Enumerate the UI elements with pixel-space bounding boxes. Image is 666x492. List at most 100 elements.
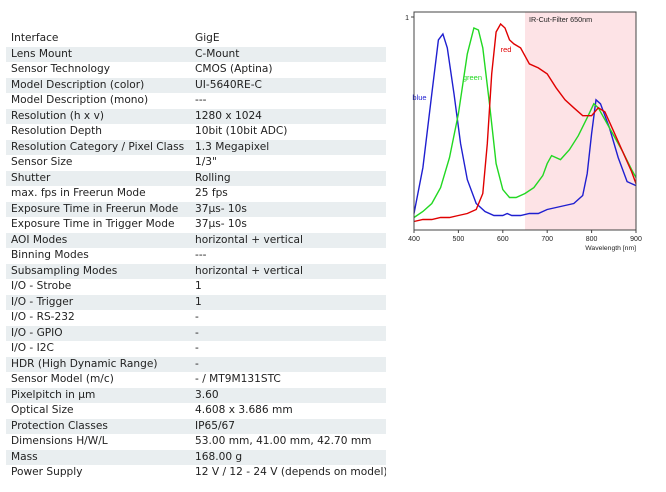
spec-value: - / MT9M131STC — [195, 373, 281, 385]
spec-value: 37μs- 10s — [195, 218, 247, 230]
spec-value: 1/3" — [195, 156, 217, 168]
plot-frame — [413, 11, 637, 231]
spec-value: 10bit (10bit ADC) — [195, 125, 288, 137]
spec-label: Shutter — [11, 171, 51, 184]
spec-label: HDR (High Dynamic Range) — [11, 357, 158, 370]
spec-value: 1280 x 1024 — [195, 109, 262, 122]
ir-cut-filter-label: IR-Cut-Filter 650nm — [529, 15, 592, 24]
spec-label: Sensor Size — [11, 156, 73, 168]
spec-row: Protection Classes IP65/67 — [6, 418, 386, 434]
spec-label: Exposure Time in Freerun Mode — [11, 202, 179, 215]
x-tick-label: 400 — [408, 236, 420, 243]
spec-value: horizontal + vertical — [195, 233, 303, 246]
spec-row: I/O - GPIO - — [6, 325, 386, 341]
spec-row: Exposure Time in Trigger Mode 37μs- 10s — [6, 217, 386, 233]
axis-ticks: 400 500 600 700 800 900 1 — [405, 15, 642, 243]
y-tick-label: 1 — [405, 15, 409, 22]
spec-row: Sensor Technology CMOS (Aptina) — [6, 62, 386, 78]
spec-label: Optical Size — [11, 404, 74, 416]
spec-label: I/O - Strobe — [11, 280, 72, 292]
spec-value: 3.60 — [195, 388, 219, 401]
spec-label: max. fps in Freerun Mode — [11, 187, 146, 199]
spec-row: Binning Modes --- — [6, 248, 386, 264]
spec-label: Protection Classes — [11, 419, 108, 432]
spec-value: 12 V / 12 - 24 V (depends on model) — [195, 466, 386, 478]
spec-value: C-Mount — [195, 47, 240, 60]
spectral-response-chart: blue green red 400 500 600 700 800 900 1 IR-Cut-… — [398, 4, 650, 260]
spec-row: Subsampling Modes horizontal + vertical — [6, 263, 386, 279]
spec-row: I/O - Strobe 1 — [6, 279, 386, 295]
spec-value: 4.608 x 3.686 mm — [195, 404, 293, 416]
spec-row: Model Description (mono) --- — [6, 93, 386, 109]
specifications-table: Interface GigE Lens Mount C-Mount Sensor Tec… — [6, 31, 386, 481]
spec-row: Sensor Model (m/c) - / MT9M131STC — [6, 372, 386, 388]
x-tick-label: 800 — [586, 236, 598, 243]
series-lines: blue green red — [412, 22, 637, 223]
spec-label: Resolution Depth — [11, 125, 102, 137]
spec-row: Interface GigE — [6, 31, 386, 47]
spec-label: Model Description (color) — [11, 78, 145, 91]
spec-row: Exposure Time in Freerun Mode 37μs- 10s — [6, 201, 386, 217]
spec-label: Power Supply — [11, 466, 83, 478]
spec-value: 25 fps — [195, 187, 228, 199]
spec-value: --- — [195, 94, 207, 106]
spec-row: Power Supply 12 V / 12 - 24 V (depends on… — [6, 465, 386, 481]
spec-label: Sensor Technology — [11, 63, 111, 75]
spec-row: Pixelpitch in μm 3.60 — [6, 387, 386, 403]
spec-label: Dimensions H/W/L — [11, 435, 108, 447]
spec-label: Binning Modes — [11, 249, 89, 261]
spec-value: 1 — [195, 295, 202, 308]
x-tick-label: 900 — [630, 236, 642, 243]
spec-value: IP65/67 — [195, 419, 236, 432]
spec-value: 37μs- 10s — [195, 202, 247, 215]
spec-row: I/O - Trigger 1 — [6, 294, 386, 310]
spec-label: Model Description (mono) — [11, 94, 149, 106]
x-tick-label: 600 — [497, 236, 509, 243]
spec-label: Sensor Model (m/c) — [11, 373, 114, 385]
spec-value: GigE — [195, 32, 220, 44]
spec-row: max. fps in Freerun Mode 25 fps — [6, 186, 386, 202]
spec-row: Lens Mount C-Mount — [6, 46, 386, 62]
spec-value: 168.00 g — [195, 450, 243, 463]
spec-label: Resolution Category / Pixel Class — [11, 140, 185, 153]
spec-label: Mass — [11, 450, 38, 463]
spec-value: horizontal + vertical — [195, 264, 303, 277]
series-label-green: green — [463, 73, 482, 82]
spec-value: --- — [195, 249, 207, 261]
spec-label: I/O - I2C — [11, 342, 54, 354]
spec-label: Subsampling Modes — [11, 264, 118, 277]
spec-row: Shutter Rolling — [6, 170, 386, 186]
spec-value: Rolling — [195, 171, 231, 184]
spec-value: 1 — [195, 280, 202, 292]
spec-label: AOI Modes — [11, 233, 68, 246]
spec-row: I/O - I2C - — [6, 341, 386, 357]
spec-row: Sensor Size 1/3" — [6, 155, 386, 171]
spec-label: Resolution (h x v) — [11, 109, 104, 122]
chart-svg: blue green red 400 500 600 700 800 900 1 IR-Cut-… — [405, 11, 642, 252]
spec-row: HDR (High Dynamic Range) - — [6, 356, 386, 372]
x-tick-label: 700 — [541, 236, 553, 243]
spec-label: I/O - Trigger — [11, 295, 74, 308]
spec-row: Resolution Category / Pixel Class 1.3 Meg… — [6, 139, 386, 155]
ir-cut-shaded-region — [525, 12, 636, 230]
spec-row: Optical Size 4.608 x 3.686 mm — [6, 403, 386, 419]
spec-value: 1.3 Megapixel — [195, 140, 270, 153]
x-tick-label: 500 — [453, 236, 465, 243]
spec-value: UI-5640RE-C — [195, 78, 262, 91]
series-label-blue: blue — [412, 93, 426, 102]
spec-value: 53.00 mm, 41.00 mm, 42.70 mm — [195, 435, 372, 447]
series-line-blue — [413, 32, 637, 217]
spec-row: Resolution (h x v) 1280 x 1024 — [6, 108, 386, 124]
spec-row: Resolution Depth 10bit (10bit ADC) — [6, 124, 386, 140]
spec-value: - — [195, 357, 199, 370]
spec-value: - — [195, 311, 199, 323]
spec-label: Lens Mount — [11, 47, 73, 60]
spec-value: - — [195, 342, 199, 354]
spec-value: - — [195, 326, 199, 339]
spec-label: I/O - GPIO — [11, 326, 63, 339]
spec-row: Dimensions H/W/L 53.00 mm, 41.00 mm, 42.7… — [6, 434, 386, 450]
spec-row: I/O - RS-232 - — [6, 310, 386, 326]
series-line-red — [413, 22, 637, 223]
spec-row: Model Description (color) UI-5640RE-C — [6, 77, 386, 93]
series-label-red: red — [501, 45, 512, 54]
